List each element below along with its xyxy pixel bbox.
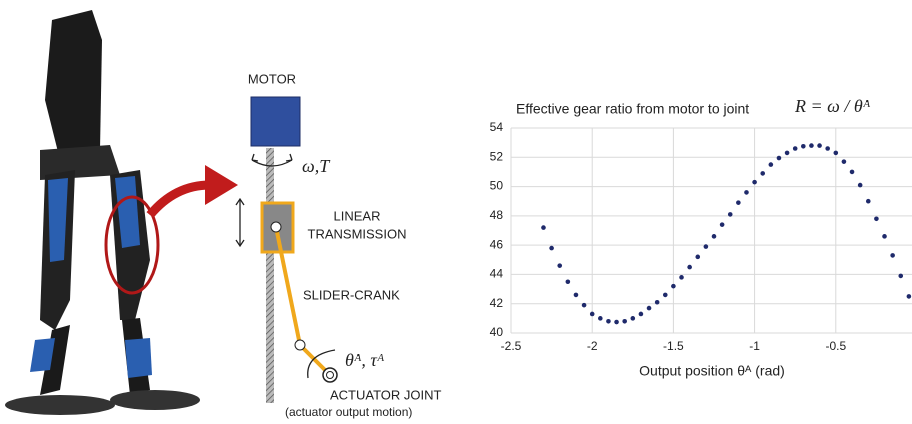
data-point (728, 212, 733, 217)
x-tick-label: -1.5 (663, 339, 684, 353)
transmission-label: LINEAR (334, 208, 381, 223)
y-tick-label: 54 (490, 120, 504, 134)
data-point (704, 244, 709, 249)
motor-box (251, 97, 300, 146)
data-point (898, 274, 903, 279)
joint-note: (actuator output motion) (285, 405, 412, 419)
data-point (801, 144, 806, 149)
data-point (590, 312, 595, 317)
y-tick-label: 40 (490, 325, 504, 339)
data-point (687, 265, 692, 270)
data-point (541, 225, 546, 230)
data-point (825, 146, 830, 151)
data-point (809, 143, 814, 148)
data-point (606, 319, 611, 324)
actuator-diagram: MOTOR ω,T LINEAR TRANSMISSION SLIDER-CRA… (236, 71, 442, 419)
y-tick-label: 48 (490, 208, 504, 222)
data-point (834, 151, 839, 156)
data-point (679, 275, 684, 280)
data-point (582, 303, 587, 308)
chart-formula: R = ω / θ̇ᴬ (794, 96, 871, 116)
x-axis-label: Output position θᴬ (rad) (639, 363, 785, 379)
pin (271, 222, 281, 232)
data-point (785, 151, 790, 156)
y-tick-label: 44 (490, 267, 504, 281)
data-point (549, 246, 554, 251)
data-point (574, 293, 579, 298)
data-point (695, 255, 700, 260)
chart: Effective gear ratio from motor to joint… (490, 96, 912, 379)
data-point (622, 319, 627, 324)
data-point (850, 170, 855, 175)
pin (295, 340, 305, 350)
data-point (598, 316, 603, 321)
x-tick-label: -2.5 (501, 339, 522, 353)
y-tick-label: 50 (490, 179, 504, 193)
exoskeleton-photo (5, 10, 238, 415)
data-point (671, 284, 676, 289)
transmission-label: TRANSMISSION (308, 226, 407, 241)
data-point (874, 216, 879, 221)
data-point (752, 180, 757, 185)
data-point (655, 300, 660, 305)
figure: MOTOR ω,T LINEAR TRANSMISSION SLIDER-CRA… (0, 0, 912, 424)
y-tick-label: 42 (490, 296, 504, 310)
y-tick-label: 52 (490, 149, 504, 163)
data-point (736, 200, 741, 205)
data-point (842, 159, 847, 164)
data-point (647, 306, 652, 311)
data-point (890, 253, 895, 258)
joint-label: ACTUATOR JOINT (330, 387, 442, 402)
linkage-label: SLIDER-CRANK (303, 287, 400, 302)
data-point (712, 234, 717, 239)
x-tick-label: -2 (587, 339, 598, 353)
joint-output: θ̇ᴬ, τᴬ (345, 350, 385, 370)
data-point (720, 222, 725, 227)
data-point (557, 263, 562, 268)
data-point (663, 293, 668, 298)
data-point (639, 312, 644, 317)
data-point (882, 234, 887, 239)
data-point (866, 199, 871, 204)
page: MOTOR ω,T LINEAR TRANSMISSION SLIDER-CRA… (0, 0, 912, 424)
x-tick-label: -0.5 (825, 339, 846, 353)
data-point (631, 316, 636, 321)
joint (327, 372, 334, 379)
motor-label: MOTOR (248, 71, 296, 86)
chart-title: Effective gear ratio from motor to joint (516, 101, 749, 117)
y-tick-label: 46 (490, 237, 504, 251)
data-point (769, 162, 774, 167)
data-point (744, 190, 749, 195)
data-point (760, 171, 765, 176)
x-tick-label: -1 (749, 339, 760, 353)
data-point (777, 156, 782, 161)
motor-output: ω,T (302, 156, 331, 176)
data-point (907, 294, 912, 299)
data-point (858, 183, 863, 188)
rod (266, 148, 274, 403)
data-point (566, 279, 571, 284)
data-point (817, 143, 822, 148)
data-point (793, 146, 798, 151)
data-point (614, 320, 619, 325)
